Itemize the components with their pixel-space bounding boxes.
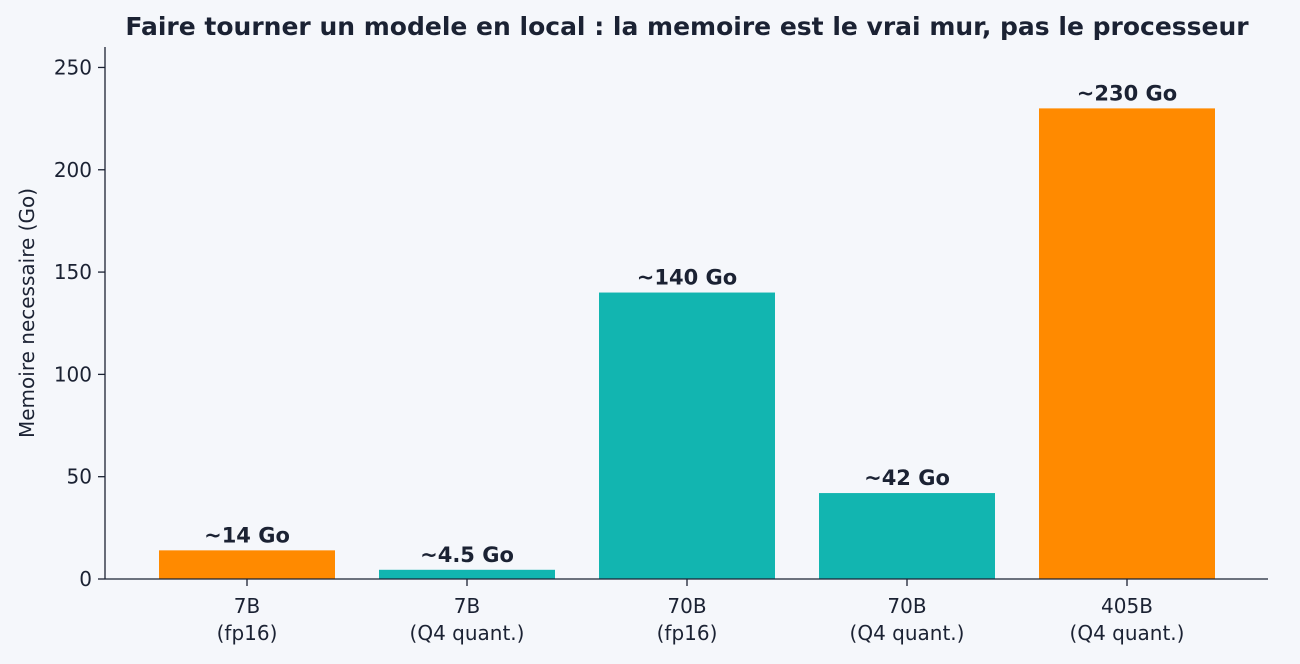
y-tick-label: 200 [54,158,92,182]
x-tick-label: 7B [454,594,480,618]
data-labels: ~14 Go ~4.5 Go ~140 Go ~42 Go ~230 Go [204,81,1177,566]
x-tick-label: (fp16) [217,621,278,645]
x-tick-label: 405B [1101,594,1153,618]
x-tick-label: 70B [667,594,706,618]
chart-title: Faire tourner un modele en local : la me… [125,12,1249,41]
bar-value-label: ~42 Go [864,466,950,490]
bar [599,292,775,579]
x-tick-label: (Q4 quant.) [410,621,525,645]
x-tick-label: (fp16) [657,621,718,645]
bar [1039,108,1215,579]
bar-value-label: ~230 Go [1077,81,1177,105]
bar-value-label: ~140 Go [637,266,737,290]
y-tick-label: 250 [54,55,92,79]
x-tick-label: 70B [887,594,926,618]
bar [159,550,335,579]
bar [819,493,995,579]
x-tick-label: (Q4 quant.) [850,621,965,645]
bar-value-label: ~4.5 Go [420,543,514,567]
bars [159,108,1215,579]
bar-value-label: ~14 Go [204,523,290,547]
y-axis-label: Memoire necessaire (Go) [15,188,39,438]
y-tick-label: 50 [67,465,92,489]
x-axis-ticks: 7B (fp16) 7B (Q4 quant.) 70B (fp16) 70B (Q4 qua… [217,579,1185,645]
bar [379,569,555,579]
y-axis-ticks: 0 50 100 150 200 250 [54,55,105,591]
y-tick-label: 150 [54,260,92,284]
x-tick-label: (Q4 quant.) [1070,621,1185,645]
y-tick-label: 100 [54,362,92,386]
y-tick-label: 0 [79,567,92,591]
x-tick-label: 7B [234,594,260,618]
